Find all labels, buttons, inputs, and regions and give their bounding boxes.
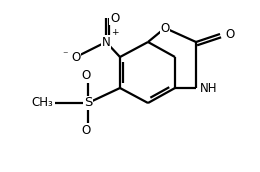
Text: N: N [102,35,110,49]
Text: O: O [160,22,170,35]
Text: +: + [111,28,119,37]
Text: O: O [81,69,91,82]
Text: O: O [110,12,119,24]
Text: NH: NH [200,82,218,94]
Text: O: O [225,28,234,40]
Text: CH₃: CH₃ [31,96,53,110]
Text: ⁻: ⁻ [62,50,68,60]
Text: O: O [81,124,91,137]
Text: O: O [72,51,81,63]
Text: S: S [84,96,92,110]
